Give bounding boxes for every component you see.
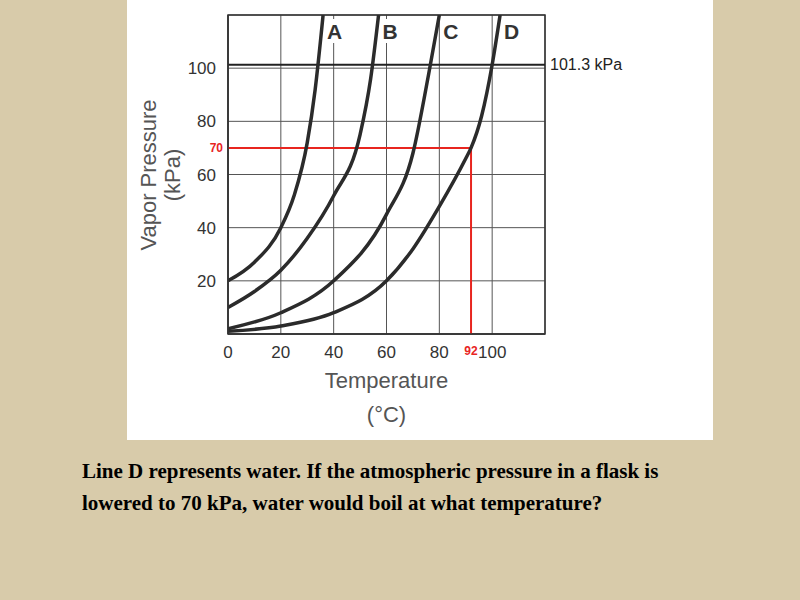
svg-text:80: 80 bbox=[430, 343, 449, 362]
html-text:Line D represents water. If th: Line D represents water. If the atmosphe… bbox=[82, 459, 659, 515]
svg-text:60: 60 bbox=[377, 343, 396, 362]
svg-text:C: C bbox=[443, 20, 458, 43]
svg-text:(°C): (°C) bbox=[367, 402, 406, 427]
svg-text:100: 100 bbox=[478, 343, 506, 362]
svg-text:40: 40 bbox=[324, 343, 343, 362]
svg-text:40: 40 bbox=[197, 219, 216, 238]
svg-text:92: 92 bbox=[464, 344, 478, 358]
svg-text:Vapor Pressure: Vapor Pressure bbox=[136, 99, 161, 250]
svg-text:A: A bbox=[327, 20, 342, 43]
svg-text:Temperature: Temperature bbox=[325, 368, 449, 393]
svg-text:80: 80 bbox=[197, 112, 216, 131]
svg-text:B: B bbox=[382, 20, 397, 43]
svg-text:20: 20 bbox=[271, 343, 290, 362]
svg-text:100: 100 bbox=[188, 59, 216, 78]
svg-text:(kPa): (kPa) bbox=[160, 149, 185, 202]
svg-text:60: 60 bbox=[197, 166, 216, 185]
svg-text:20: 20 bbox=[197, 272, 216, 291]
svg-text:101.3 kPa: 101.3 kPa bbox=[550, 56, 622, 73]
svg-text:D: D bbox=[504, 20, 519, 43]
svg-text:0: 0 bbox=[223, 343, 232, 362]
svg-text:70: 70 bbox=[210, 141, 224, 155]
